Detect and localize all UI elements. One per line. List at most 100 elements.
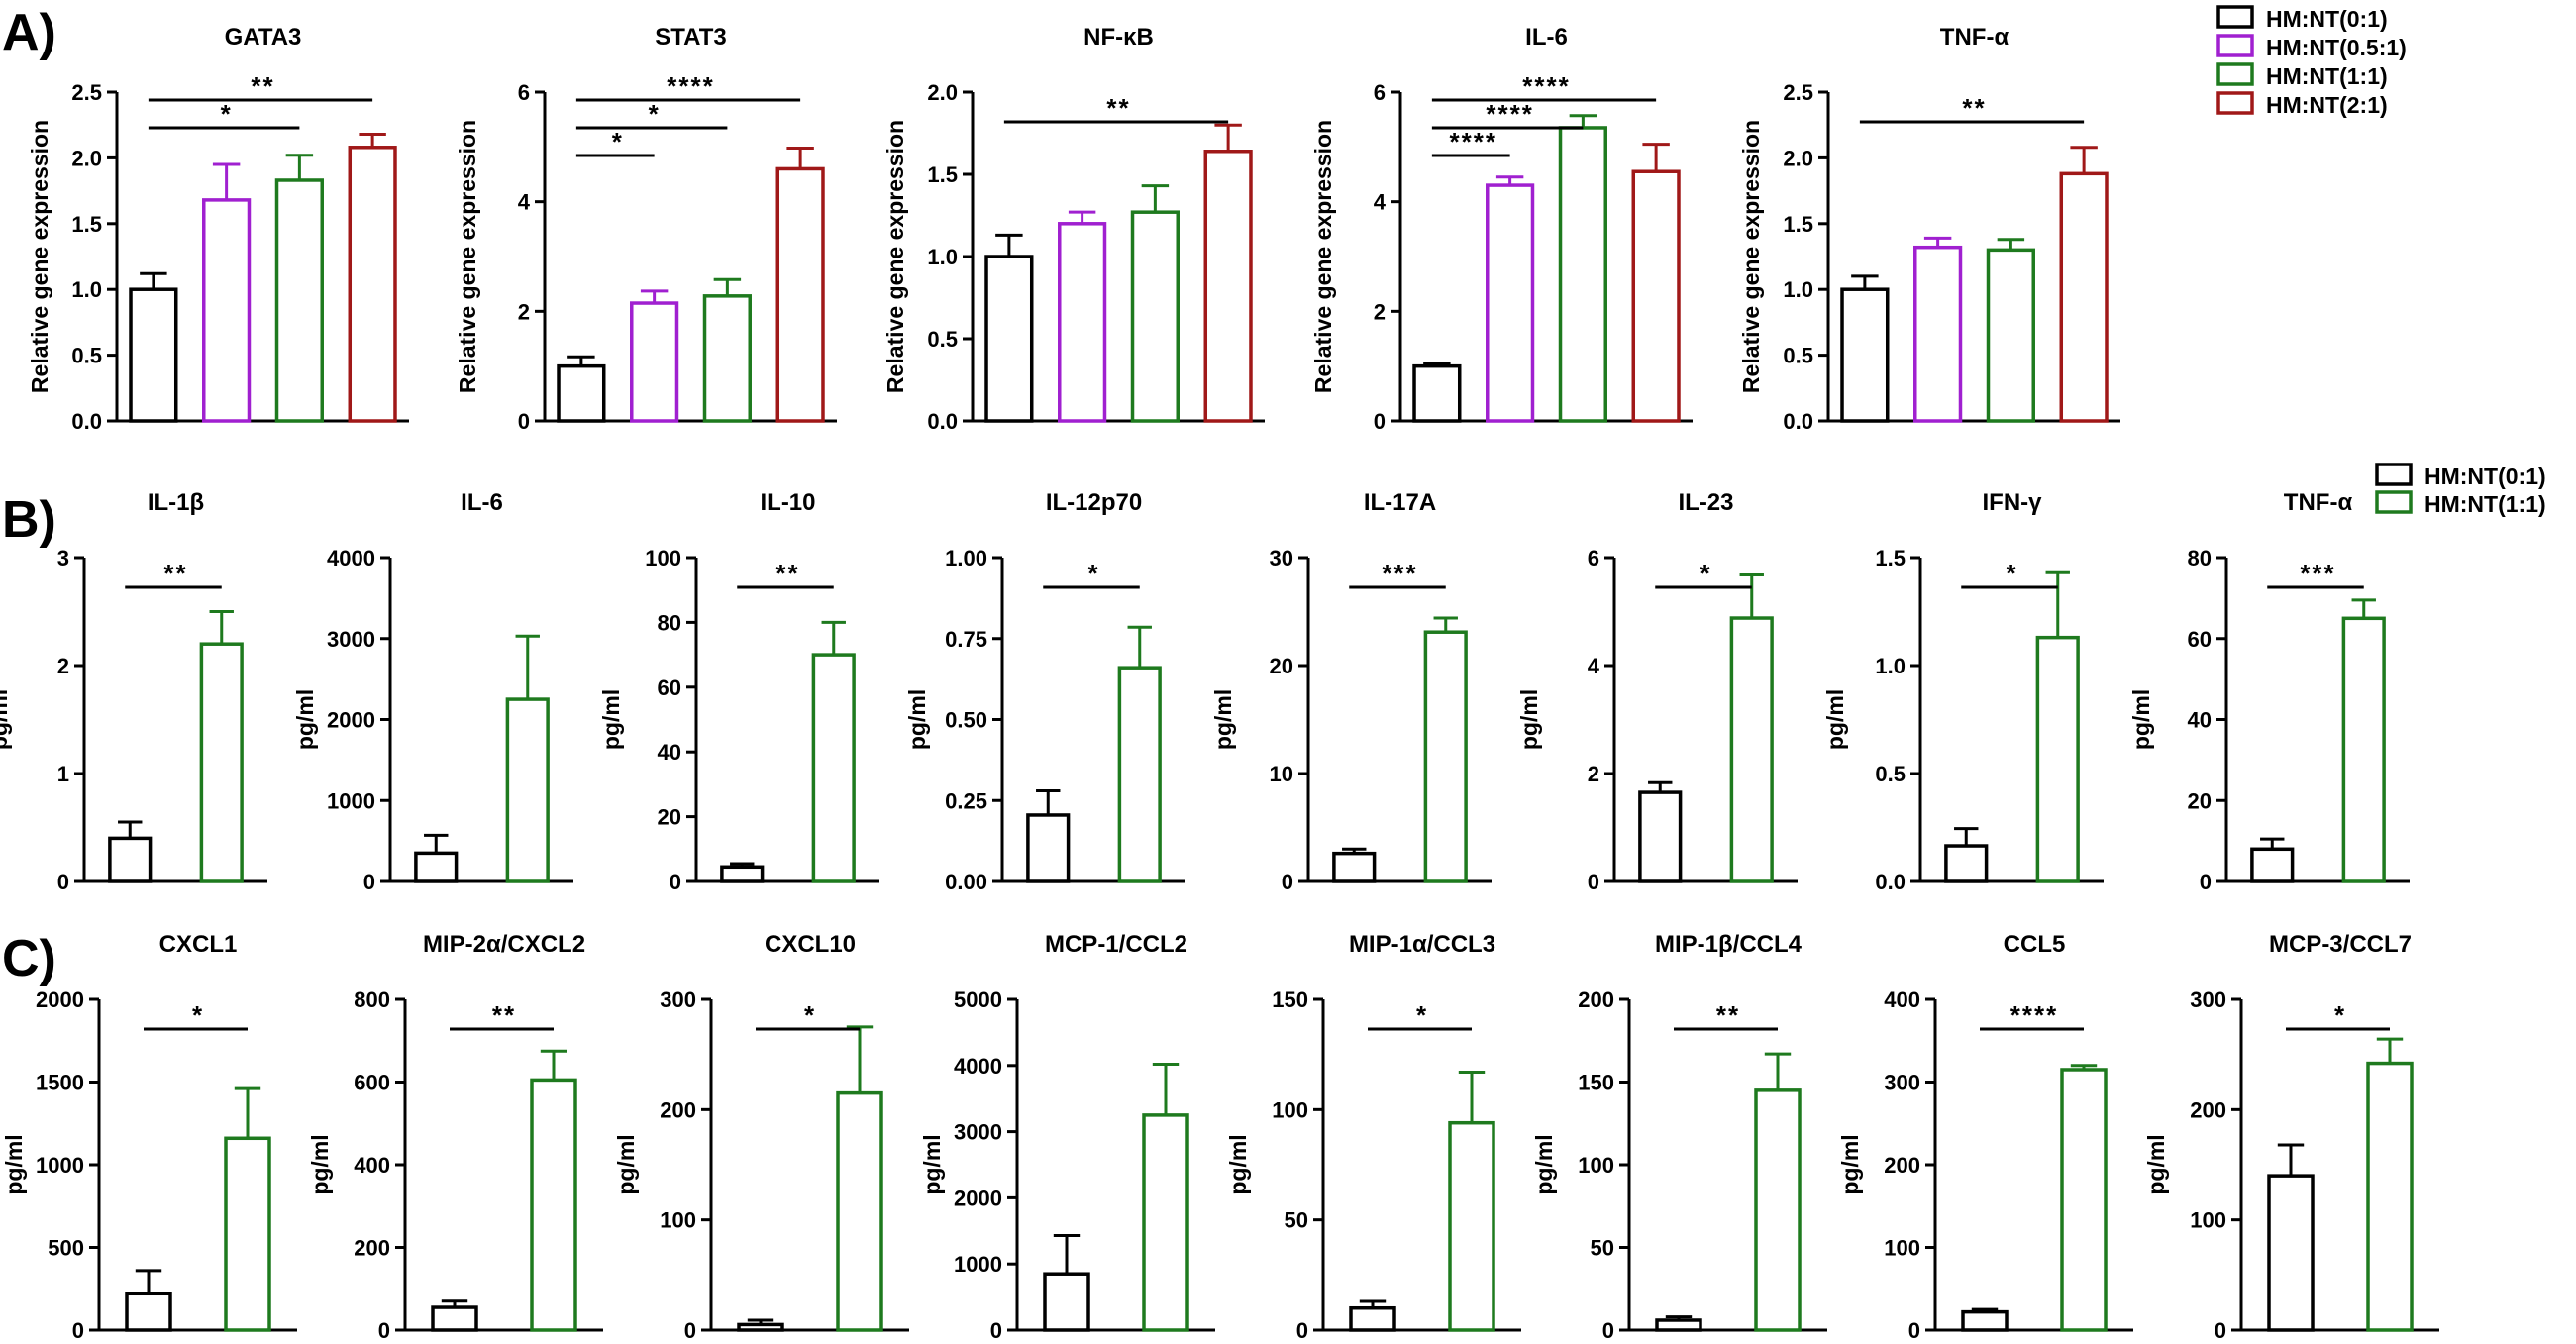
y-tick-label: 400	[1884, 987, 1920, 1012]
significance-label: **	[163, 559, 187, 588]
chart-c-ccl5: CCL5 0 100 200 300 400 pg/ml ****	[1837, 931, 2133, 1343]
bar-hm-nt-1-1	[224, 1136, 271, 1332]
y-tick-label: 50	[1285, 1208, 1308, 1233]
bar-hm-nt-0-1	[108, 836, 153, 883]
y-tick-label: 0	[1588, 870, 1599, 894]
chart-c-mip-1-ccl4: MIP-1β/CCL4 0 50 100 150 200 pg/ml **	[1531, 931, 1827, 1343]
y-axis-label: pg/ml	[1210, 689, 1236, 750]
bar-hm-nt-1-1	[811, 653, 856, 883]
chart-title: IL-12p70	[1046, 489, 1142, 516]
y-tick-label: 0.0	[71, 409, 102, 434]
bar-hm-nt-0-5-1	[1058, 222, 1107, 423]
y-tick-label: 2.5	[71, 80, 102, 105]
y-tick-label: 40	[658, 740, 681, 765]
y-tick-label: 80	[658, 610, 681, 635]
chart-title: GATA3	[225, 24, 302, 51]
y-tick-label: 1000	[954, 1252, 1002, 1277]
bar-hm-nt-1-1	[274, 178, 324, 423]
chart-b-ifn: IFN-γ 0.0 0.5 1.0 1.5 pg/ml *	[1822, 489, 2104, 894]
significance-label: **	[492, 1000, 516, 1030]
bar-hm-nt-0-5-1	[1486, 183, 1535, 423]
bar-hm-nt-0-1	[1638, 790, 1683, 883]
bar-hm-nt-1-1	[1986, 248, 2035, 423]
y-tick-label: 300	[1884, 1071, 1920, 1095]
bar-hm-nt-0-1	[1412, 363, 1462, 423]
y-tick-label: 100	[1578, 1153, 1614, 1178]
y-tick-label: 0.5	[1783, 344, 1813, 368]
legend-swatch-hm-nt-0-5-1	[2216, 34, 2254, 57]
y-tick-label: 4	[518, 190, 531, 215]
bar-hm-nt-1-1	[1142, 1113, 1189, 1332]
y-tick-label: 0	[2215, 1318, 2226, 1343]
y-tick-label: 2.5	[1783, 80, 1813, 105]
significance-label: *	[1087, 559, 1099, 588]
panel-label-c: C)	[2, 930, 56, 987]
y-tick-label: 4000	[327, 546, 375, 570]
bar-hm-nt-2-1	[1203, 150, 1253, 423]
bar-hm-nt-1-1	[836, 1090, 883, 1332]
y-tick-label: 6	[518, 80, 530, 105]
y-tick-label: 3	[57, 546, 69, 570]
chart-c-mip-1-ccl3: MIP-1α/CCL3 0 50 100 150 pg/ml *	[1225, 931, 1521, 1343]
y-tick-label: 2000	[36, 987, 84, 1012]
y-tick-label: 0	[2200, 870, 2212, 894]
y-tick-label: 200	[1578, 987, 1614, 1012]
chart-title: CXCL1	[159, 931, 238, 958]
y-tick-label: 0.5	[927, 327, 958, 352]
y-tick-label: 2	[518, 299, 530, 324]
y-tick-label: 150	[1272, 987, 1308, 1012]
legend-label-hm-nt-0-5-1: HM:NT(0.5:1)	[2266, 35, 2407, 60]
bar-hm-nt-0-1	[129, 287, 178, 423]
bar-hm-nt-2-1	[2059, 171, 2109, 423]
significance-label: *	[612, 127, 624, 156]
bar-hm-nt-1-1	[2060, 1068, 2108, 1332]
y-tick-label: 20	[1270, 654, 1293, 678]
y-axis-label: Relative gene expression	[882, 120, 908, 393]
y-tick-label: 0.0	[927, 409, 958, 434]
chart-title: NF-κB	[1083, 24, 1154, 51]
significance-label: *	[2006, 559, 2017, 588]
y-tick-label: 6	[1374, 80, 1386, 105]
y-tick-label: 0.0	[1783, 409, 1813, 434]
bar-hm-nt-0-5-1	[1913, 245, 1963, 423]
y-tick-label: 20	[2188, 788, 2212, 813]
y-tick-label: 500	[48, 1236, 84, 1261]
significance-label: **	[1962, 93, 1986, 123]
bar-hm-nt-0-1	[557, 363, 606, 423]
chart-title: IL-1β	[148, 489, 204, 516]
y-axis-label: pg/ml	[1516, 689, 1542, 750]
chart-title: IL-17A	[1364, 489, 1436, 516]
y-axis-label: pg/ml	[904, 689, 930, 750]
y-axis-label: pg/ml	[1837, 1134, 1863, 1194]
bar-hm-nt-0-1	[720, 865, 765, 883]
bar-hm-nt-0-1	[1961, 1309, 2009, 1332]
legend-label-hm-nt-2-1: HM:NT(2:1)	[2266, 92, 2388, 118]
y-tick-label: 3000	[954, 1120, 1002, 1145]
y-tick-label: 0	[1296, 1318, 1308, 1343]
y-tick-label: 60	[2188, 627, 2212, 652]
significance-label: *	[2334, 1000, 2346, 1030]
bar-hm-nt-1-1	[702, 294, 752, 423]
y-axis-label: Relative gene expression	[455, 120, 480, 393]
bar-hm-nt-1-1	[2035, 635, 2080, 883]
legend-label-hm-nt-0-1: HM:NT(0:1)	[2266, 6, 2388, 32]
significance-label: ****	[667, 71, 714, 101]
y-axis-label: pg/ml	[1, 1134, 27, 1194]
y-tick-label: 200	[2190, 1097, 2226, 1122]
legend-swatch-hm-nt-1-1	[2216, 62, 2254, 86]
bar-hm-nt-1-1	[1448, 1120, 1495, 1332]
y-axis-label: pg/ml	[0, 689, 12, 750]
bar-hm-nt-1-1	[1558, 126, 1607, 423]
bar-hm-nt-1-1	[1423, 630, 1468, 883]
y-tick-label: 6	[1588, 546, 1599, 570]
y-axis-label: pg/ml	[307, 1134, 333, 1194]
legend-panel-a: HM:NT(0:1) HM:NT(0.5:1) HM:NT(1:1) HM:NT(2:…	[2216, 5, 2407, 118]
chart-b-tnf: TNF-α 0 20 40 60 80 pg/ml ***	[2128, 489, 2410, 894]
bar-hm-nt-0-1	[2250, 847, 2295, 883]
y-tick-label: 0	[72, 1318, 84, 1343]
chart-b-il-6: IL-6 0 1000 2000 3000 4000 pg/ml	[292, 489, 573, 894]
chart-title: MIP-2α/CXCL2	[423, 931, 585, 958]
legend-panel-b: HM:NT(0:1)HM:NT(1:1)	[2375, 463, 2546, 517]
